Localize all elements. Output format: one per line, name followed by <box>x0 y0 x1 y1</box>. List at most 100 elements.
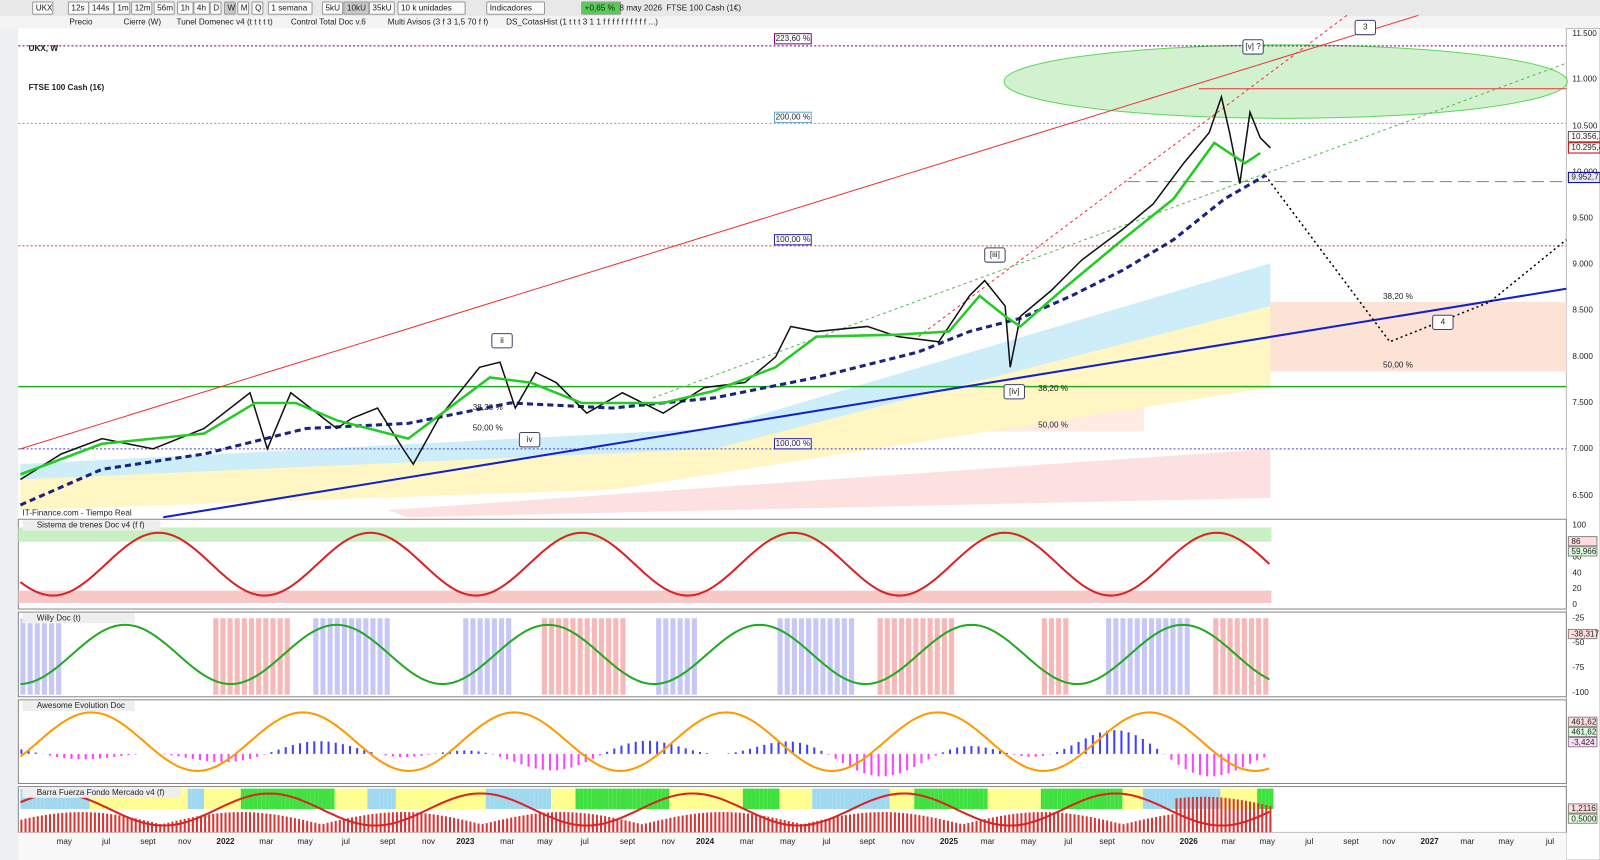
bar <box>1263 753 1266 758</box>
bar <box>987 788 992 809</box>
bar <box>318 823 321 833</box>
chart-title: UKX, W <box>29 44 59 53</box>
bar <box>171 788 176 809</box>
bar <box>184 753 187 758</box>
bar <box>881 788 886 809</box>
panel-title: Barra Fuerza Fondo Mercado v4 (f) <box>37 788 165 797</box>
bar <box>722 812 725 833</box>
time-label: mar <box>1460 837 1474 846</box>
bar <box>489 788 494 809</box>
bar <box>191 788 196 809</box>
bar <box>1057 812 1060 833</box>
bar <box>738 812 741 833</box>
bar <box>1020 753 1023 757</box>
time-label: 2027 <box>1421 837 1440 846</box>
bar <box>34 618 40 695</box>
bar <box>1073 788 1078 809</box>
bar <box>627 743 630 754</box>
bar <box>1118 823 1121 833</box>
bar <box>253 788 258 809</box>
indicator-label: Tunel Domenec v4 (t t t t t) <box>177 18 274 27</box>
bar <box>546 788 552 809</box>
bar <box>836 788 841 809</box>
bar <box>20 819 23 833</box>
bar <box>991 817 994 833</box>
bar <box>598 618 605 695</box>
bar <box>827 753 830 755</box>
bar <box>559 788 564 809</box>
panel-axis-label: 60 <box>1572 552 1582 561</box>
bar <box>291 745 294 754</box>
bar <box>514 816 517 833</box>
bar <box>653 788 658 809</box>
bar <box>220 753 223 763</box>
bar <box>1138 820 1141 833</box>
bar <box>897 788 903 809</box>
bar <box>1269 788 1274 809</box>
bar <box>408 788 413 809</box>
bar <box>1244 788 1249 809</box>
bar <box>983 788 988 809</box>
bar <box>428 788 433 809</box>
bar <box>955 822 958 833</box>
bar <box>200 788 205 809</box>
toolbar-button: 4h <box>197 3 206 12</box>
bar <box>995 788 1000 809</box>
panel-tag-label: 1,2116 <box>1571 804 1596 813</box>
bar <box>240 812 243 833</box>
toolbar-button: 5kU <box>326 3 341 12</box>
bar <box>702 812 705 833</box>
bar <box>53 813 56 833</box>
bar <box>477 823 480 833</box>
bar <box>591 788 596 809</box>
button-frame <box>321 1 344 15</box>
bar <box>232 812 235 833</box>
time-label: 2023 <box>456 837 475 846</box>
bar <box>816 820 819 833</box>
bar <box>734 788 739 809</box>
wave-label: [iii] <box>990 250 1000 259</box>
bar <box>673 817 676 833</box>
bar <box>20 749 23 754</box>
bar <box>334 788 339 809</box>
bar <box>1004 788 1009 809</box>
bar <box>351 788 356 809</box>
bar <box>179 819 182 833</box>
bar <box>722 788 727 809</box>
bar <box>234 618 240 695</box>
bar <box>69 788 74 809</box>
time-label: jul <box>1304 837 1313 846</box>
bar <box>277 749 280 754</box>
bar <box>804 788 809 809</box>
bar <box>183 818 186 833</box>
bar <box>179 788 184 809</box>
zone <box>18 527 1272 542</box>
bar <box>1216 788 1221 809</box>
bar <box>204 815 207 833</box>
bar <box>1228 798 1231 833</box>
bar <box>1236 788 1241 809</box>
bar <box>1163 788 1168 809</box>
bar <box>356 748 359 754</box>
bar <box>1134 821 1137 833</box>
bar <box>44 814 47 833</box>
panel-title-bg <box>22 700 135 712</box>
bar <box>306 820 309 833</box>
bar <box>591 814 594 833</box>
price-tag-label: 9.952,7 <box>1571 173 1599 182</box>
bar <box>441 752 444 754</box>
bar <box>808 788 813 809</box>
bar <box>285 788 290 809</box>
bar <box>114 788 119 809</box>
bar <box>620 618 626 695</box>
bar <box>118 815 121 833</box>
bar <box>1000 788 1005 809</box>
bar <box>395 788 400 809</box>
bar <box>1263 618 1269 695</box>
fib-label: 38,20 % <box>473 403 503 412</box>
bar <box>134 818 137 833</box>
bar <box>865 812 868 833</box>
source: IT-Finance.com - Tiempo Real <box>22 508 131 517</box>
bar <box>224 812 227 833</box>
target-ellipse <box>1003 44 1568 119</box>
